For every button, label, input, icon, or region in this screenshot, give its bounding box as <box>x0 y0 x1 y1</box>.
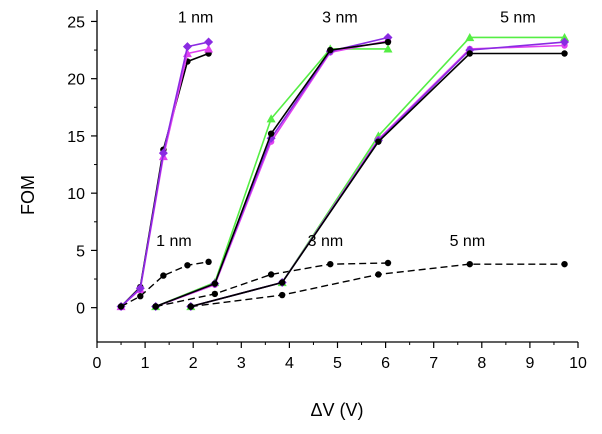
x-tick-label: 3 <box>237 355 246 372</box>
annotation-label: 3 nm <box>322 10 358 27</box>
x-tick-label: 6 <box>381 355 390 372</box>
data-point <box>204 44 214 53</box>
y-axis-label: FOM <box>18 175 38 215</box>
series-line <box>190 41 565 308</box>
data-point <box>560 32 570 42</box>
data-point <box>466 50 473 57</box>
series-8-dashed <box>152 259 392 310</box>
x-axis-label: ΔV (V) <box>310 400 363 420</box>
series-0 <box>117 50 212 310</box>
data-point <box>152 303 159 310</box>
data-point <box>384 259 392 267</box>
data-point <box>278 279 286 286</box>
x-tick-label: 7 <box>429 355 438 372</box>
series-line <box>155 262 389 308</box>
data-point <box>160 272 167 279</box>
y-tick-label: 20 <box>67 72 85 89</box>
y-tick-label: 5 <box>76 243 85 260</box>
data-point <box>211 290 219 298</box>
x-tick-label: 8 <box>477 355 486 372</box>
data-point <box>327 260 334 268</box>
series-line <box>120 41 209 308</box>
data-point <box>266 114 276 123</box>
series-layer <box>116 32 570 312</box>
axes: 0 1 2 3 4 5 6 7 8 9 10 0 5 10 15 20 25 <box>67 10 587 372</box>
series-10 <box>187 42 568 310</box>
series-line <box>190 36 565 308</box>
data-point <box>383 32 393 42</box>
series-4 <box>151 44 393 311</box>
x-tick-label: 9 <box>525 355 534 372</box>
series-11 <box>186 37 570 312</box>
series-13-dashed <box>187 260 568 310</box>
data-point <box>267 271 275 278</box>
series-line <box>190 44 565 308</box>
data-point <box>182 42 192 52</box>
data-point <box>375 138 382 145</box>
y-tick-label: 0 <box>76 301 85 318</box>
series-line <box>120 52 209 308</box>
series-12 <box>187 50 568 310</box>
data-point <box>375 271 382 278</box>
data-point <box>267 130 275 137</box>
series-2 <box>116 37 214 312</box>
series-3-dashed <box>117 258 212 310</box>
annotation-label: 1 nm <box>178 10 214 27</box>
data-point <box>135 283 145 293</box>
data-point <box>466 260 473 268</box>
data-point <box>184 262 191 269</box>
x-tick-label: 4 <box>285 355 294 372</box>
annotation-layer: 1 nm 3 nm 5 nm 1 nm 3 nm 5 nm <box>156 10 535 250</box>
x-tick-label: 0 <box>93 355 102 372</box>
series-1 <box>116 44 214 311</box>
data-point <box>560 37 570 47</box>
series-line <box>155 36 389 308</box>
series-line <box>120 48 209 308</box>
y-tick-label: 25 <box>67 14 85 31</box>
data-point <box>383 44 393 53</box>
data-point <box>205 258 212 266</box>
annotation-label: 5 nm <box>450 233 486 250</box>
x-tick-label: 2 <box>189 355 198 372</box>
x-tick-label: 1 <box>141 355 150 372</box>
y-tick-label: 15 <box>67 129 85 146</box>
x-tick-label: 10 <box>569 355 587 372</box>
annotation-label: 1 nm <box>156 233 192 250</box>
data-point <box>187 303 194 310</box>
data-point <box>561 50 568 57</box>
data-point <box>211 280 219 287</box>
data-point <box>327 46 334 54</box>
data-point <box>278 291 286 299</box>
data-point <box>465 32 475 42</box>
series-line <box>190 263 565 308</box>
y-tick-label: 10 <box>67 186 85 203</box>
data-point <box>158 148 168 158</box>
series-line <box>120 261 209 308</box>
data-point <box>384 38 392 46</box>
annotation-label: 5 nm <box>500 10 536 27</box>
annotation-label: 3 nm <box>308 233 344 250</box>
series-line <box>190 52 565 308</box>
data-point <box>561 260 568 268</box>
data-point <box>137 293 144 300</box>
x-tick-label: 5 <box>333 355 342 372</box>
data-point <box>204 37 214 47</box>
data-point <box>117 303 125 310</box>
series-9 <box>186 32 570 311</box>
